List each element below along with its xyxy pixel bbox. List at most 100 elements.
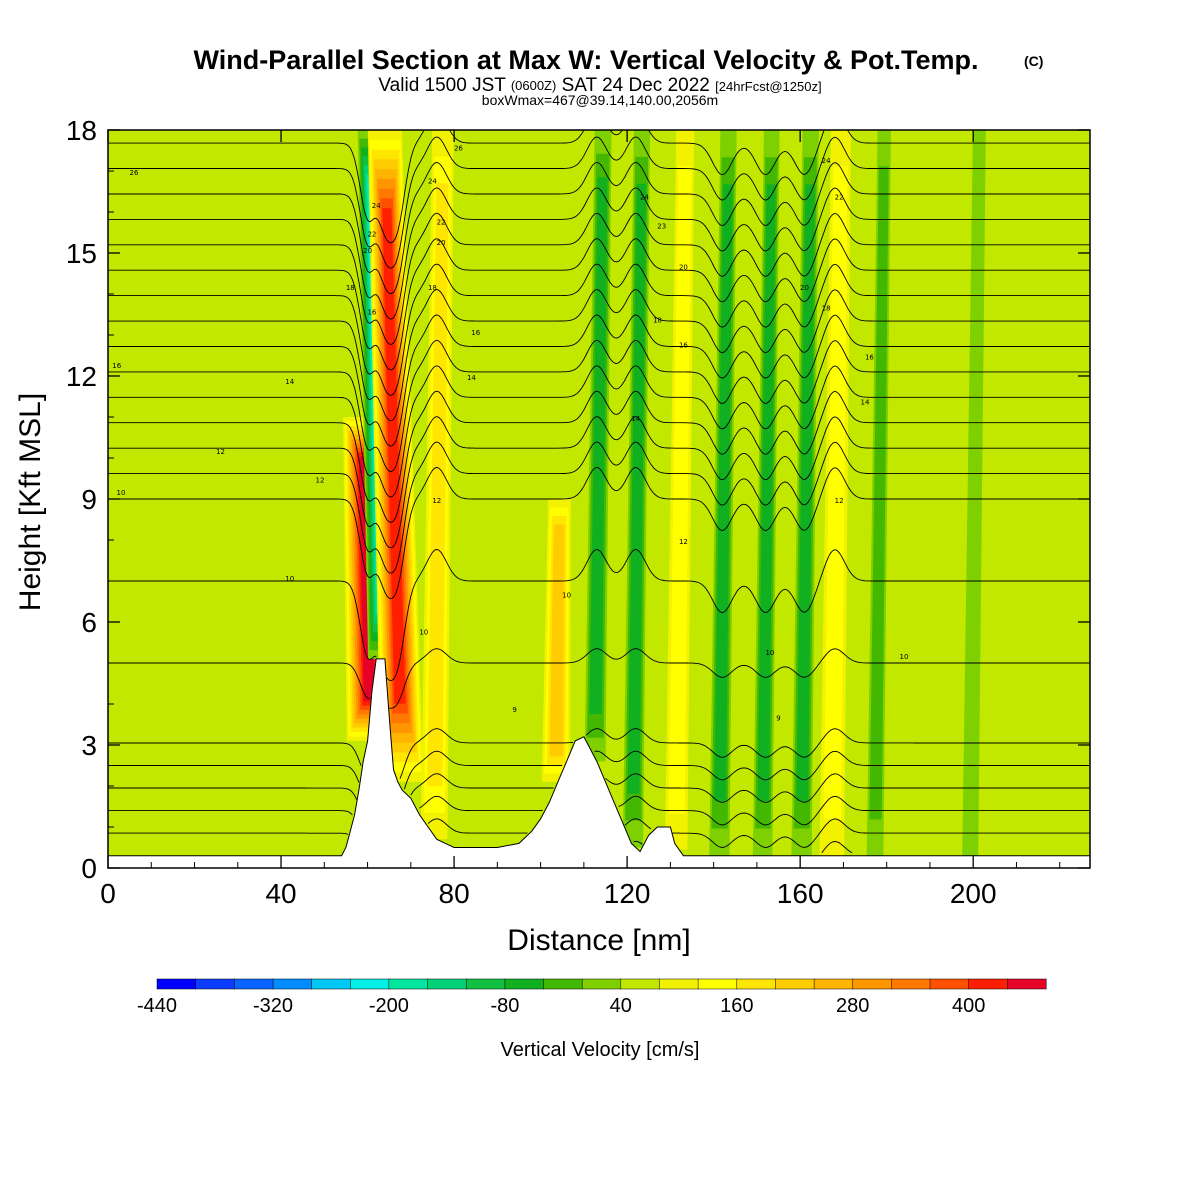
colorbar-bin: [195, 978, 235, 990]
w-band-6-2: [627, 183, 647, 794]
colorbar-bin: [272, 978, 313, 990]
colorbar-bin: [697, 978, 738, 990]
theta-contour-5: [108, 818, 1090, 848]
contour-label-15: 12: [216, 448, 225, 456]
contour-label-34: 20: [800, 284, 809, 292]
box-max-info: boxWmax=467@39.14,140.00,2056m: [482, 92, 718, 108]
contour-label-32: 24: [822, 157, 831, 165]
contour-label-35: 18: [822, 304, 831, 312]
x-tick-label: 0: [100, 878, 116, 909]
theta-contour-16: [108, 365, 1090, 498]
colorbar-bin: [504, 978, 545, 990]
theta-contour-6: [108, 795, 1090, 826]
y-tick-label: 3: [81, 730, 97, 761]
contour-label-19: 10: [285, 575, 294, 583]
colorbar-bin: [775, 978, 815, 990]
contour-label-6: 20: [363, 247, 372, 255]
contour-label-33: 22: [835, 194, 844, 202]
contour-label-25: 20: [679, 263, 688, 271]
contour-label-11: 16: [471, 329, 480, 337]
contour-label-29: 12: [679, 538, 688, 546]
valid-local-time: Valid 1500 JST: [378, 75, 506, 96]
theta-contour-11: [108, 548, 1090, 682]
colorbar-tick-label: 160: [720, 995, 753, 1017]
contour-label-24: 23: [657, 222, 666, 230]
colorbar-bin: [388, 978, 429, 990]
colorbar-tick-label: 280: [836, 995, 869, 1017]
theta-contour-25: [108, 136, 1090, 269]
contour-label-21: 9: [512, 706, 516, 714]
w-band-7-1: [668, 166, 692, 814]
theta-contour-12: [108, 466, 1090, 600]
contour-label-7: 20: [437, 239, 446, 247]
contour-label-27: 16: [679, 341, 688, 349]
colorbar: [156, 978, 1047, 990]
theta-contour-23: [108, 187, 1090, 320]
colorbar-bin: [311, 978, 351, 990]
w-band-4-3: [549, 524, 565, 757]
valid-date: SAT 24 Dec 2022: [562, 75, 710, 96]
colorbar-tick-label: 40: [610, 995, 632, 1017]
contour-label-36: 16: [865, 354, 874, 362]
colorbar-bin: [852, 978, 892, 990]
w-band-10-2: [796, 184, 815, 802]
theta-contour-13: [108, 441, 1090, 574]
contour-label-22: 10: [562, 591, 571, 599]
colorbar-bin: [427, 978, 467, 990]
x-tick-label: 120: [604, 878, 651, 909]
colorbar-tick-label: -320: [253, 995, 293, 1017]
colorbar-bin: [659, 978, 699, 990]
x-tick-label: 80: [439, 878, 470, 909]
contour-label-3: 24: [428, 177, 437, 185]
y-tick-label: 9: [81, 484, 97, 515]
contour-label-14: 14: [467, 374, 476, 382]
theta-contour-14: [108, 416, 1090, 549]
w-band-13-0: [962, 130, 986, 856]
colorbar-bin: [543, 978, 583, 990]
w-band-3-2: [427, 183, 449, 787]
w-band-12-1: [869, 166, 889, 820]
colorbar-ticks: -440 -320 -200 -80 40 160 280 400: [137, 995, 985, 1017]
contour-label-16: 12: [316, 477, 325, 485]
colorbar-bin: [1007, 978, 1047, 990]
theta-contour-8: [108, 750, 1090, 790]
y-axis-label: Height [Kft MSL]: [14, 393, 47, 611]
x-axis: 0 40 80 120 160 200: [100, 130, 1061, 909]
copyright-mark: (C): [1024, 53, 1043, 69]
contour-label-10: 16: [367, 309, 376, 317]
w-band-9-2: [757, 184, 776, 802]
contour-label-39: 10: [900, 653, 909, 661]
contour-label-0: 26: [130, 169, 139, 177]
colorbar-bin: [156, 978, 197, 990]
w-band-11-1: [823, 166, 848, 820]
theta-contour-24: [108, 161, 1090, 295]
w-band-5-2: [589, 177, 608, 714]
contour-label-38: 12: [835, 497, 844, 505]
w-band-8-2: [714, 184, 733, 802]
y-tick-label: 0: [81, 853, 97, 884]
theta-contour-17: [108, 339, 1090, 473]
x-tick-label: 200: [950, 878, 997, 909]
theta-contour-9: [108, 728, 1090, 779]
y-tick-label: 6: [81, 607, 97, 638]
valid-utc-time: (0600Z): [511, 78, 557, 93]
contour-label-31: 9: [776, 714, 780, 722]
colorbar-bin: [968, 978, 1008, 990]
contour-label-4: 22: [437, 218, 446, 226]
contour-label-13: 14: [285, 378, 294, 386]
colorbar-bin: [620, 978, 661, 990]
colorbar-tick-label: 400: [952, 995, 985, 1017]
contour-label-9: 18: [428, 284, 437, 292]
colorbar-bin: [465, 978, 506, 990]
theta-contour-18: [108, 314, 1090, 447]
contour-label-17: 12: [432, 497, 441, 505]
colorbar-bin: [929, 978, 970, 990]
colorbar-bin: [736, 978, 777, 990]
theta-contour-10: [108, 648, 1090, 709]
theta-contour-19: [108, 289, 1090, 422]
colorbar-tick-label: -200: [369, 995, 409, 1017]
plot-area: 26 24 26 24 22 22 20 20 18 18 16 16 16 14 14 12 12 12 10 10…: [108, 130, 1090, 868]
contour-label-8: 18: [346, 284, 355, 292]
contour-label-23: 24: [640, 194, 649, 202]
